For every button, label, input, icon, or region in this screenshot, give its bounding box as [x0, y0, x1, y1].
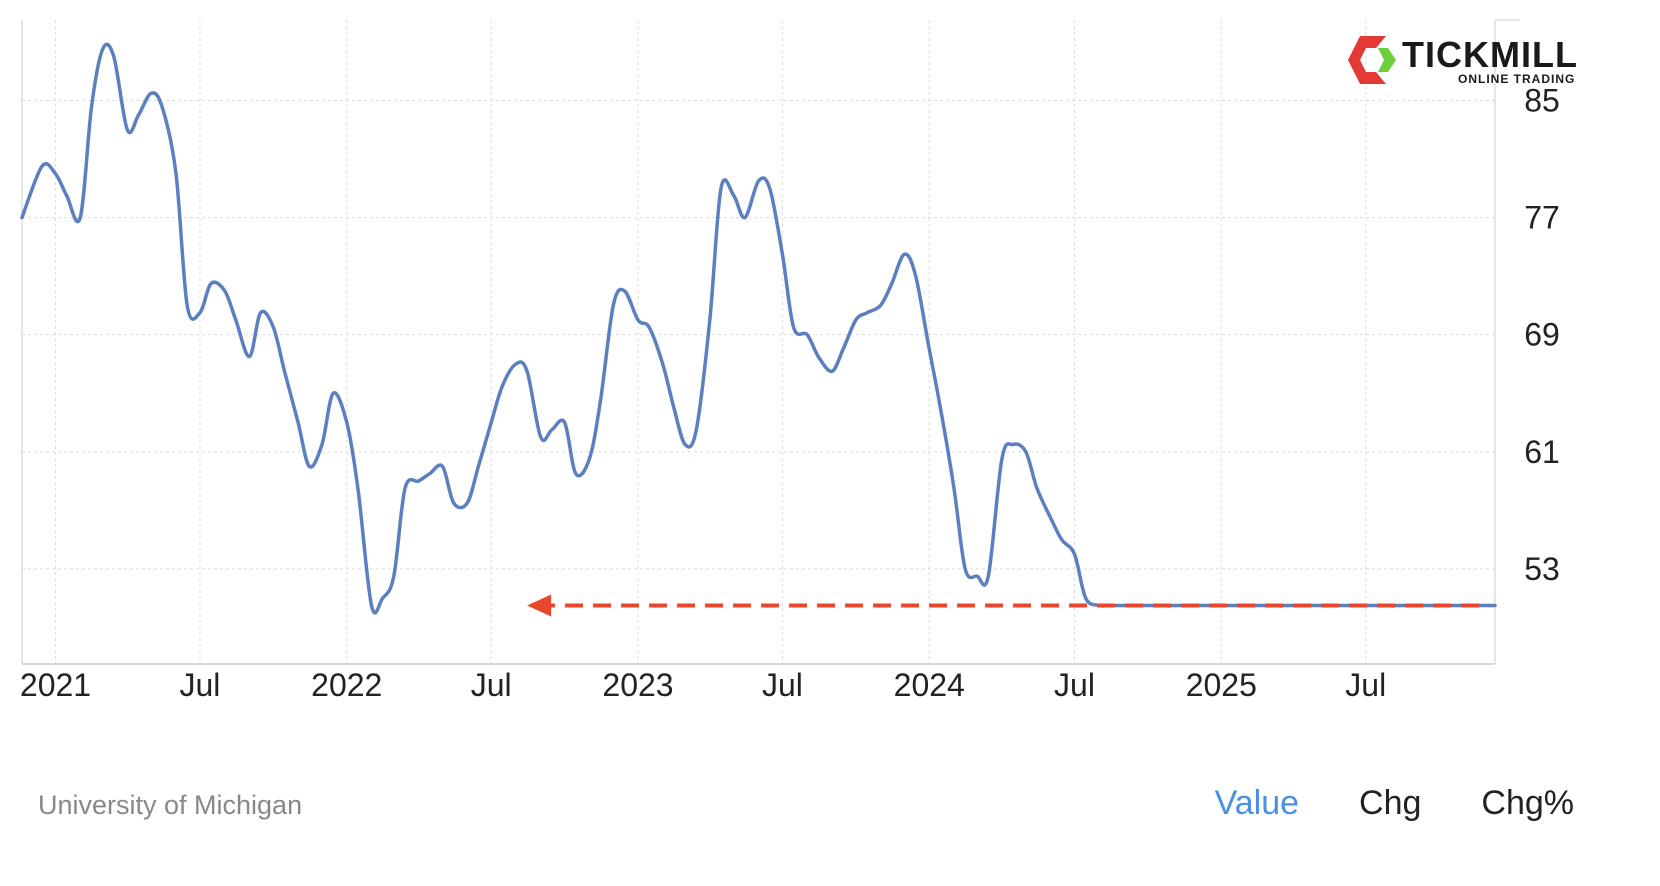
y-tick-label: 61: [1524, 434, 1560, 470]
x-tick-label: Jul: [1345, 667, 1386, 703]
y-tick-label: 53: [1524, 551, 1560, 587]
y-tick-label: 77: [1524, 200, 1560, 236]
y-tick-label: 69: [1524, 317, 1560, 353]
x-tick-label: 2021: [20, 667, 91, 703]
tab-chg[interactable]: Chg: [1359, 784, 1422, 822]
series-line: [20, 42, 1497, 615]
source-label: University of Michigan: [38, 790, 303, 820]
x-tick-label: 2024: [894, 667, 965, 703]
x-tick-label: Jul: [1054, 667, 1095, 703]
brand-name: TICKMILL: [1402, 34, 1578, 75]
y-tick-label: 85: [1524, 83, 1560, 119]
tickmill-logo: TICKMILL ONLINE TRADING: [1346, 34, 1578, 86]
annotation-arrowhead: [527, 594, 552, 617]
view-tabs: Value Chg Chg%: [1215, 784, 1574, 823]
x-tick-label: Jul: [762, 667, 803, 703]
x-tick-label: 2022: [311, 667, 382, 703]
x-tick-label: 2025: [1186, 667, 1257, 703]
brand-tagline: ONLINE TRADING: [1458, 72, 1576, 86]
tab-value[interactable]: Value: [1214, 784, 1300, 822]
x-tick-label: Jul: [179, 667, 220, 703]
tab-chg-pct[interactable]: Chg%: [1481, 784, 1574, 822]
x-tick-label: Jul: [471, 667, 512, 703]
tickmill-logo-icon: [1348, 36, 1396, 84]
x-tick-label: 2023: [602, 667, 673, 703]
